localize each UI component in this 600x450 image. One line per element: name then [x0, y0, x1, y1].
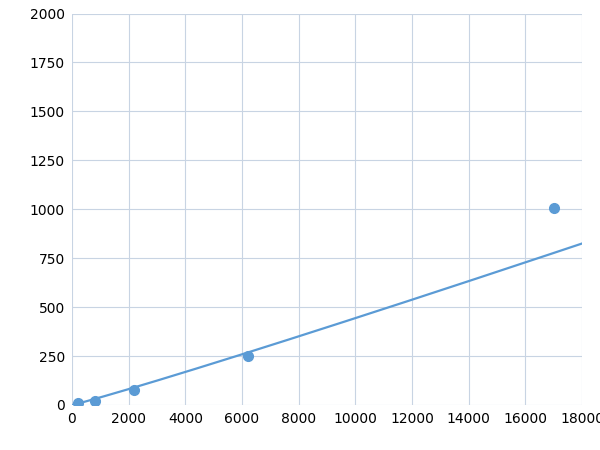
Point [549, 205, 559, 212]
Point [73, 400, 82, 407]
Point [130, 387, 139, 394]
Point [243, 352, 253, 360]
Point [90, 397, 100, 404]
